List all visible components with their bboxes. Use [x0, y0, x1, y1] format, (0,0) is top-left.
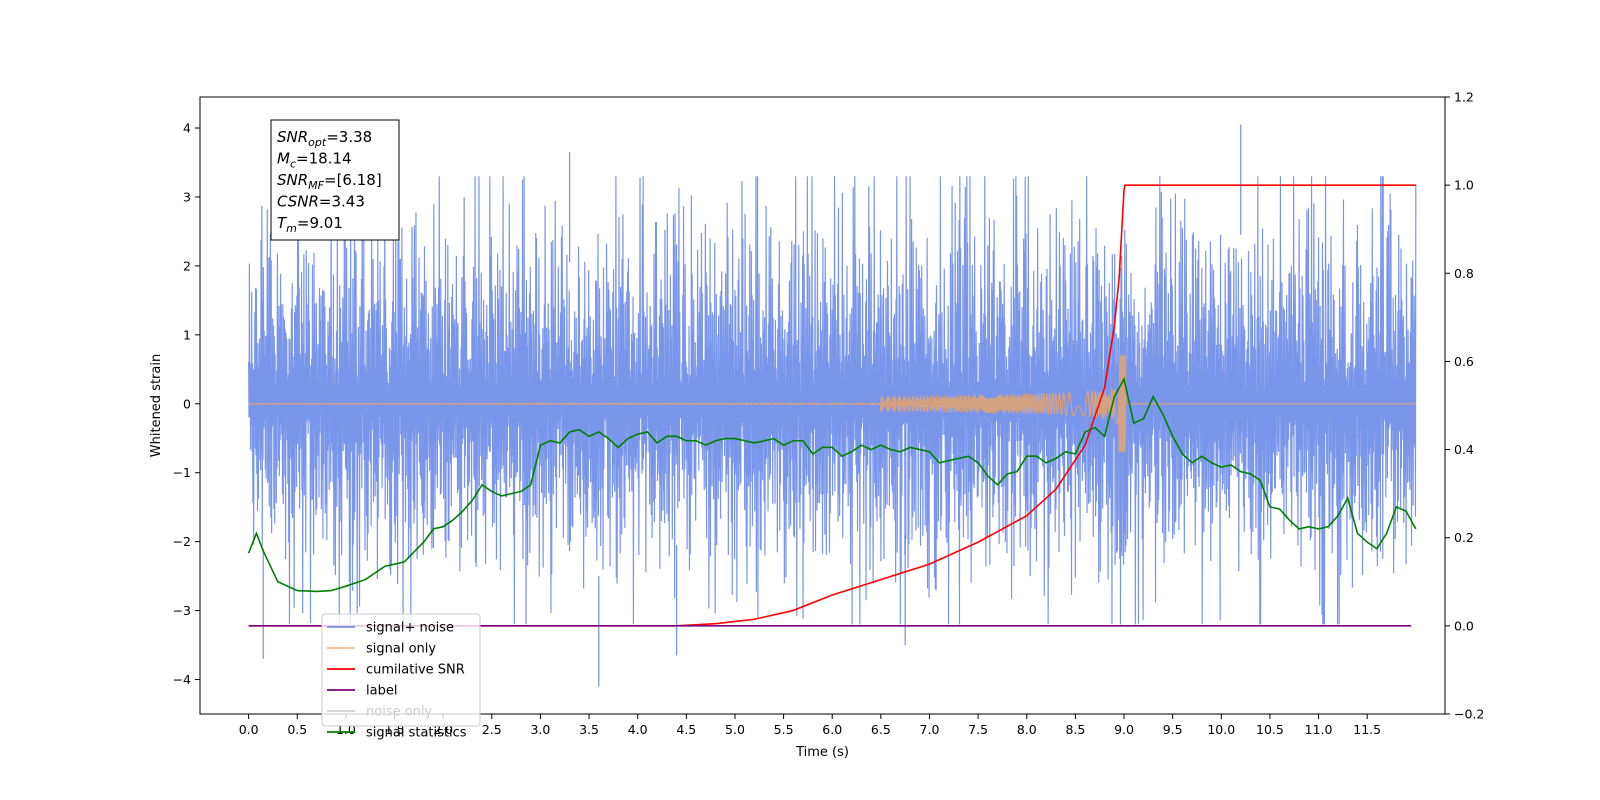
x-tick-label: 7.0 [920, 722, 940, 737]
x-tick-label: 10.0 [1207, 722, 1235, 737]
y-tick-label: 1 [183, 327, 191, 342]
legend-label: cumilative SNR [366, 663, 465, 678]
stats-value: =18.14 [296, 150, 352, 168]
y2-tick-label: 0.8 [1454, 266, 1474, 281]
x-tick-label: 5.5 [774, 722, 794, 737]
legend-frame [321, 613, 481, 727]
stats-symbol: M [277, 150, 290, 168]
stats-subscript: MF [308, 179, 324, 192]
plot-frame [199, 96, 1446, 715]
stats-value: =3.43 [319, 193, 365, 211]
legend-label: signal only [366, 642, 436, 657]
legend: signal+ noise signal only cumilative SNR la… [321, 613, 481, 741]
x-tick-label: 4.0 [628, 722, 648, 737]
x-axis-label: Time (s) [795, 745, 849, 760]
x-tick-label: 2.5 [482, 722, 502, 737]
stats-subscript: opt [308, 136, 327, 149]
x-tick-label: 11.0 [1305, 722, 1333, 737]
y-tick-label: 4 [183, 121, 191, 136]
stats-line: Mc=18.14 [277, 150, 352, 171]
stats-line: CSNR=3.43 [277, 193, 365, 211]
series-signal-statistics [247, 376, 1417, 593]
stats-line: SNRMF=[6.18] [277, 171, 382, 192]
x-tick-label: 3.0 [530, 722, 550, 737]
y-tick-label: −2 [173, 534, 191, 549]
stats-subscript: m [286, 222, 297, 235]
x-tick-label: 6.0 [822, 722, 842, 737]
x-tick-label: 0.5 [287, 722, 307, 737]
stats-annotation-box: SNRopt=3.38Mc=18.14SNRMF=[6.18]CSNR=3.43… [270, 119, 400, 241]
series-cumilative-snr [248, 184, 1416, 627]
x-tick-label: 7.5 [968, 722, 988, 737]
y-tick-label: −4 [173, 672, 191, 687]
x-tick-label: 4.5 [676, 722, 696, 737]
stats-value: =9.01 [297, 214, 343, 232]
y-tick-label: −1 [173, 465, 191, 480]
y-tick-label: 2 [183, 258, 191, 273]
x-tick-label: 9.5 [1163, 722, 1183, 737]
y-tick-label: 0 [183, 396, 191, 411]
plot-area [247, 124, 1417, 687]
series-signal-only [248, 355, 1416, 453]
x-tick-label: 3.5 [579, 722, 599, 737]
legend-label: signal+ noise [366, 621, 454, 636]
stats-line: Tm=9.01 [277, 214, 343, 235]
stats-box-frame [270, 119, 400, 241]
stats-symbol: T [277, 214, 288, 232]
x-tick-label: 0.0 [239, 722, 259, 737]
x-tick-label: 8.0 [1017, 722, 1037, 737]
y2-tick-label: 0.2 [1454, 530, 1474, 545]
x-tick-label: 8.5 [1065, 722, 1085, 737]
y-axis-label: Whitened strain [149, 354, 164, 457]
axes: 0.0 0.5 1.0 1.5 2.0 2.5 3.0 3.5 4.0 4.5 5.0 5.5 6.0 6… [149, 90, 1484, 761]
stats-value: =3.38 [326, 128, 372, 146]
series-signal-noise [248, 176, 1417, 625]
y-tick-label: −3 [173, 603, 191, 618]
x-tick-label: 11.5 [1353, 722, 1381, 737]
y2-tick-label: 0.0 [1454, 618, 1474, 633]
y2-tick-label: 0.4 [1454, 442, 1474, 457]
x-tick-label: 6.5 [871, 722, 891, 737]
y2-tick-label: −0.2 [1454, 707, 1484, 722]
x-tick-label: 10.5 [1256, 722, 1284, 737]
stats-symbol: SNR [277, 171, 308, 189]
stats-line: SNRopt=3.38 [277, 128, 372, 149]
y2-tick-label: 1.0 [1454, 178, 1474, 193]
stats-value: =[6.18] [324, 171, 382, 189]
legend-label: noise only [366, 705, 433, 720]
x-tick-label: 9.0 [1114, 722, 1134, 737]
stats-symbol: SNR [277, 128, 308, 146]
y2-tick-label: 0.6 [1454, 354, 1474, 369]
legend-label: signal statistics [366, 726, 467, 741]
stats-subscript: c [290, 158, 296, 171]
y-tick-label: 3 [183, 189, 191, 204]
legend-label: label [366, 684, 397, 699]
x-tick-label: 5.0 [725, 722, 745, 737]
stats-symbol: CSNR [277, 193, 319, 211]
y2-tick-label: 1.2 [1454, 90, 1474, 105]
